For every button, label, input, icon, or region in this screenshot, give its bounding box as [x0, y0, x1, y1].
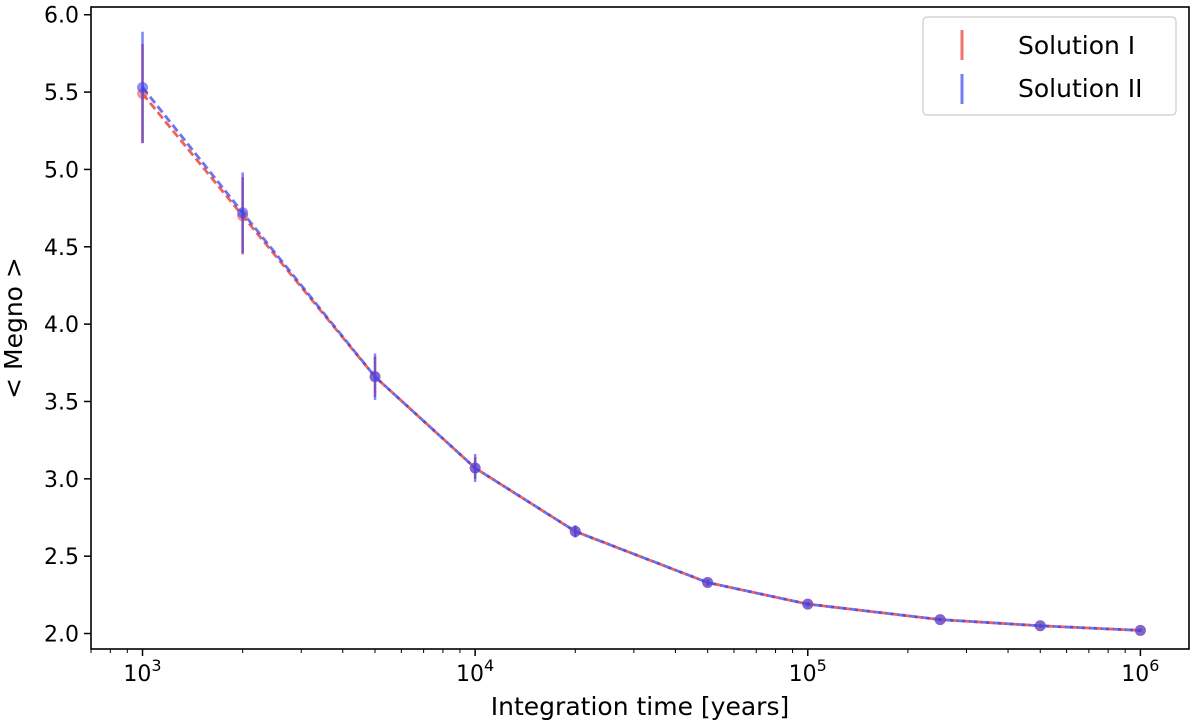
x-tick-label: 103 — [123, 656, 161, 687]
data-point — [137, 81, 149, 93]
y-tick-label: 4.5 — [44, 236, 79, 261]
series-line — [141, 86, 1141, 632]
data-point — [569, 525, 581, 537]
x-tick-label: 105 — [789, 656, 827, 687]
data-point — [1034, 620, 1046, 632]
data-point — [702, 576, 714, 588]
y-axis-label: < Megno > — [0, 257, 28, 399]
legend: Solution I Solution II — [922, 16, 1177, 116]
x-tick-label: 106 — [1121, 656, 1159, 687]
plot-frame — [90, 6, 1190, 650]
data-point — [802, 598, 814, 610]
x-tick-label: 104 — [456, 656, 494, 687]
y-tick-label: 5.0 — [44, 158, 79, 183]
data-point — [469, 462, 481, 474]
data-point — [1134, 624, 1146, 636]
y-tick-label: 2.0 — [44, 623, 79, 648]
y-axis: 2.0 2.5 3.0 3.5 4.0 4.5 5.0 5.5 6.0 — [44, 4, 91, 648]
legend-label-solution-ii: Solution II — [1018, 74, 1143, 103]
data-point — [237, 207, 249, 219]
series-solution-ii — [137, 31, 1146, 636]
x-axis-label: Integration time [years] — [491, 692, 789, 721]
y-tick-label: 5.5 — [44, 81, 79, 106]
x-axis: 103 104 105 106 — [90, 649, 1159, 687]
data-point — [369, 371, 381, 383]
y-tick-label: 6.0 — [44, 4, 79, 29]
legend-box — [922, 16, 1177, 116]
y-tick-label: 3.5 — [44, 390, 79, 415]
y-tick-label: 3.0 — [44, 468, 79, 493]
y-tick-label: 2.5 — [44, 545, 79, 570]
data-point — [934, 614, 946, 626]
legend-label-solution-i: Solution I — [1018, 31, 1135, 60]
plot-area — [137, 31, 1146, 636]
y-tick-label: 4.0 — [44, 313, 79, 338]
